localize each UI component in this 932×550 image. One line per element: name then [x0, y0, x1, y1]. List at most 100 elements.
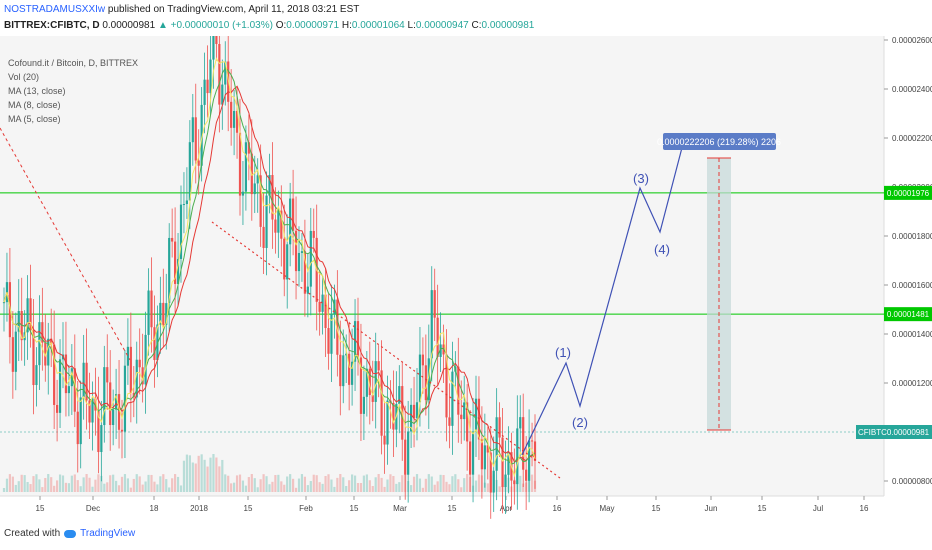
candle-body: [300, 251, 304, 253]
x-tick-label: Dec: [86, 504, 100, 513]
volume-bar: [94, 479, 97, 492]
volume-bar: [11, 476, 14, 492]
price-label-bg: [884, 307, 932, 322]
volume-bar: [377, 474, 380, 492]
volume-bar: [318, 482, 321, 492]
candle-body: [292, 198, 295, 231]
candle-body: [150, 290, 153, 328]
candle-body: [348, 353, 351, 385]
volume-bar: [294, 487, 298, 492]
volume-bar: [498, 486, 501, 492]
candle-body: [2, 302, 6, 304]
volume-bar: [56, 480, 59, 492]
x-tick-label: 15: [36, 504, 45, 513]
volume-bar: [383, 486, 386, 492]
volume-bar: [224, 474, 227, 492]
legend-entry: MA (5, close): [8, 114, 61, 124]
volume-bar: [17, 481, 20, 492]
left-trendline: [0, 127, 131, 361]
volume-bar: [530, 474, 534, 492]
candle-body: [306, 286, 309, 294]
footer: Created with TradingView: [4, 528, 135, 539]
volume-bar: [26, 481, 29, 492]
candle-body: [35, 365, 38, 386]
candle-body: [525, 469, 528, 481]
y-tick-label: 0.00002200: [892, 134, 932, 143]
candle-body: [32, 330, 35, 386]
volume-bar: [120, 476, 124, 492]
author-link[interactable]: NOSTRADAMUSXXIw: [4, 4, 106, 15]
candle-body: [460, 414, 463, 420]
volume-bar: [256, 487, 259, 492]
plot-area: [0, 36, 884, 496]
volume-bar: [221, 459, 224, 492]
volume-bar: [289, 474, 292, 492]
candle-body: [29, 298, 32, 331]
candle-body: [519, 417, 522, 429]
volume-bar: [339, 474, 342, 492]
volume-bar: [427, 474, 430, 492]
candle-body: [448, 417, 451, 426]
candle-body: [474, 398, 478, 432]
volume-bar: [463, 478, 466, 492]
volume-bar: [268, 484, 271, 492]
candle-body: [106, 367, 109, 383]
candle-body: [289, 198, 292, 245]
volume-bar: [141, 484, 144, 492]
candle-body: [171, 237, 174, 242]
price-label-bg: [884, 185, 932, 200]
candle-body: [418, 354, 422, 403]
volume-bar: [82, 477, 85, 492]
candle-body: [11, 337, 14, 372]
volume-bar: [235, 475, 239, 492]
volume-bar: [76, 480, 79, 492]
volume-bar: [117, 485, 121, 492]
candle-body: [392, 402, 395, 430]
volume-bar: [351, 474, 354, 492]
volume-bar: [218, 466, 221, 492]
volume-bar: [297, 478, 301, 492]
candle-body: [88, 400, 91, 423]
candle-body: [235, 110, 239, 133]
x-tick-label: 16: [553, 504, 562, 513]
volume-bar: [457, 479, 460, 492]
candle-body: [404, 439, 407, 475]
volume-bar: [253, 478, 256, 492]
candle-body: [469, 441, 472, 475]
candle-body: [91, 398, 94, 423]
candle-body: [94, 398, 97, 411]
volume-bar: [333, 486, 336, 492]
candle-body: [47, 338, 50, 366]
volume-bar: [85, 474, 88, 492]
volume-bar: [522, 483, 525, 492]
candle-body: [100, 425, 103, 453]
candle-body: [365, 368, 368, 397]
candle-body: [14, 331, 17, 372]
price-label: 0.00001481: [887, 310, 930, 319]
ma13-line: [3, 85, 536, 463]
volume-bar: [415, 474, 419, 492]
volume-bar: [374, 477, 377, 492]
volume-bar: [324, 475, 327, 492]
candle-body: [215, 36, 218, 45]
candle-body: [206, 79, 209, 94]
tradingview-brand-link[interactable]: TradingView: [80, 528, 136, 539]
candle-body: [230, 101, 233, 128]
candle-body: [424, 365, 427, 401]
candle-body: [138, 359, 141, 368]
volume-bar: [380, 477, 383, 492]
volume-bar: [386, 479, 389, 492]
candle-body: [256, 175, 259, 184]
y-tick-label: 0.00001200: [892, 379, 932, 388]
last-price: 0.00000981: [102, 20, 156, 31]
volume-bar: [362, 475, 365, 492]
volume-bar: [247, 477, 250, 492]
candle-body: [135, 359, 138, 398]
volume-bar: [436, 481, 439, 492]
candle-body: [176, 258, 180, 284]
candle-body: [103, 367, 106, 426]
volume-bar: [477, 474, 481, 492]
candle-body: [398, 386, 401, 404]
price-chart[interactable]: 0.000026000.000024000.000022000.00002000…: [0, 36, 932, 522]
measure-label-bg: [663, 133, 776, 150]
